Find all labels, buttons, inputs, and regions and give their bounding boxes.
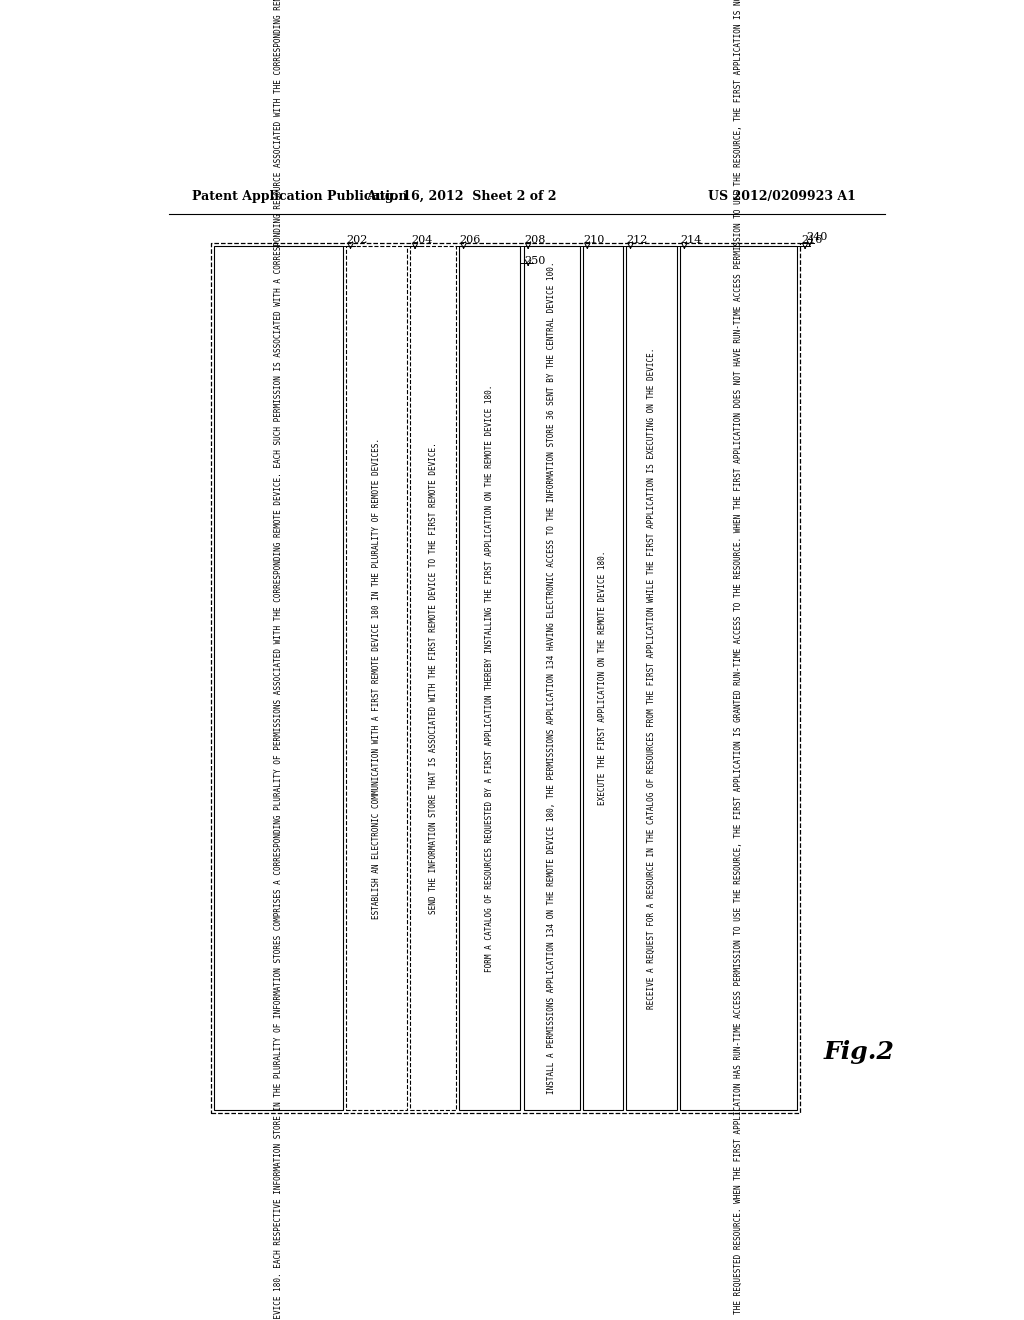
Bar xyxy=(214,246,343,1110)
Bar xyxy=(346,246,408,1110)
Text: 216: 216 xyxy=(801,235,822,244)
Text: 210: 210 xyxy=(584,235,605,244)
Text: Aug. 16, 2012  Sheet 2 of 2: Aug. 16, 2012 Sheet 2 of 2 xyxy=(367,190,557,203)
Text: 202: 202 xyxy=(347,235,368,244)
Bar xyxy=(523,246,580,1110)
Text: 204: 204 xyxy=(412,235,432,244)
Text: Patent Application Publication: Patent Application Publication xyxy=(193,190,408,203)
Bar xyxy=(626,246,677,1110)
Text: SEND THE INFORMATION STORE THAT IS ASSOCIATED WITH THE FIRST REMOTE DEVICE TO TH: SEND THE INFORMATION STORE THAT IS ASSOC… xyxy=(429,442,437,913)
Bar xyxy=(211,243,801,1113)
Text: ESTABLISH AN ELECTRONIC COMMUNICATION WITH A FIRST REMOTE DEVICE 180 IN THE PLUR: ESTABLISH AN ELECTRONIC COMMUNICATION WI… xyxy=(372,438,381,919)
Bar xyxy=(411,246,456,1110)
Text: INSTALL A PERMISSIONS MANAGEMENT MODULE 34 ON A CENTRAL DEVICE 100. THE PERMISSI: INSTALL A PERMISSIONS MANAGEMENT MODULE … xyxy=(274,0,284,1320)
Text: US 2012/0209923 A1: US 2012/0209923 A1 xyxy=(708,190,856,203)
Text: 240: 240 xyxy=(807,231,828,242)
Text: 206: 206 xyxy=(460,235,481,244)
Bar xyxy=(459,246,520,1110)
Text: Fig.2: Fig.2 xyxy=(823,1040,894,1064)
Text: 208: 208 xyxy=(524,235,546,244)
Text: 250: 250 xyxy=(524,256,546,267)
Text: FORM A CATALOG OF RESOURCES REQUESTED BY A FIRST APPLICATION THEREBY INSTALLING : FORM A CATALOG OF RESOURCES REQUESTED BY… xyxy=(485,384,495,972)
Text: 212: 212 xyxy=(627,235,648,244)
Text: 214: 214 xyxy=(681,235,701,244)
Text: INSTALL A PERMISSIONS APPLICATION 134 ON THE REMOTE DEVICE 180, THE PERMISSIONS : INSTALL A PERMISSIONS APPLICATION 134 ON… xyxy=(547,261,556,1094)
Bar xyxy=(583,246,623,1110)
Text: RESPONSIVE TO THE REQUEST RECEIVED AT 214, USE THE PERMISSIONS APPLICATION 134 A: RESPONSIVE TO THE REQUEST RECEIVED AT 21… xyxy=(734,0,743,1320)
Text: EXECUTE THE FIRST APPLICATION ON THE REMOTE DEVICE 180.: EXECUTE THE FIRST APPLICATION ON THE REM… xyxy=(598,550,607,805)
Bar xyxy=(680,246,798,1110)
Text: RECEIVE A REQUEST FOR A RESOURCE IN THE CATALOG OF RESOURCES FROM THE FIRST APPL: RECEIVE A REQUEST FOR A RESOURCE IN THE … xyxy=(647,347,655,1008)
